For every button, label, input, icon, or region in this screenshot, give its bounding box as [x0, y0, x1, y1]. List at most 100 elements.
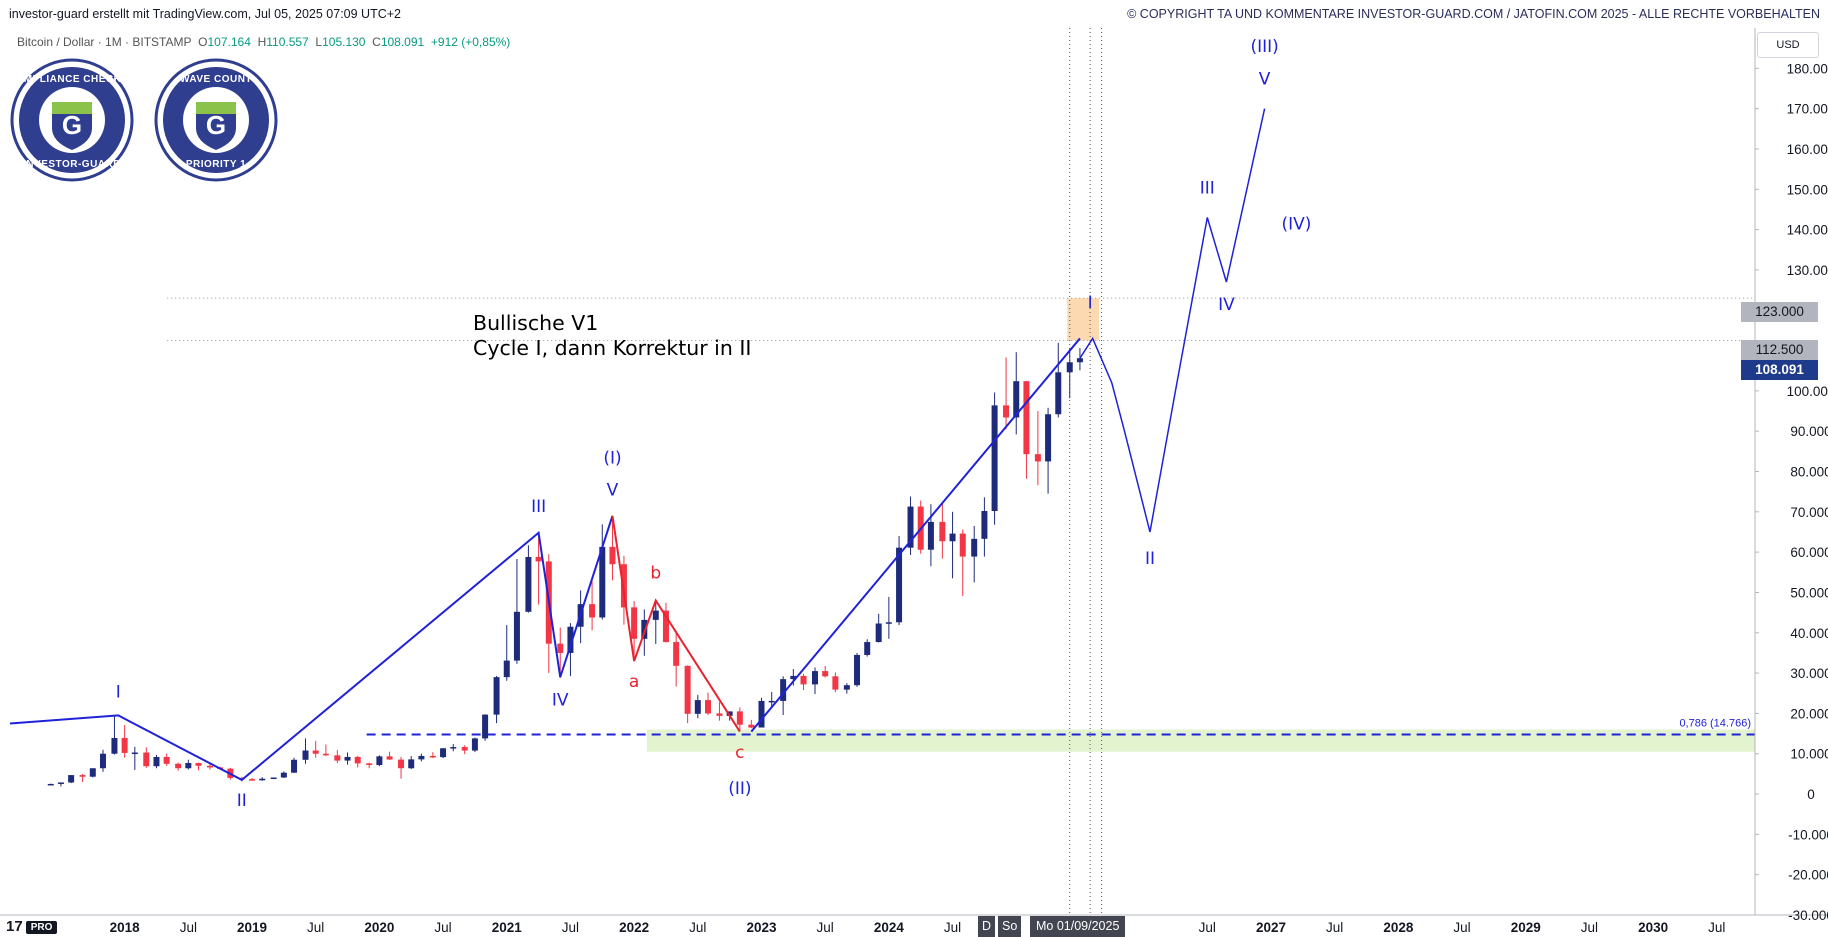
y-tick-label: 160.000 [1787, 142, 1828, 157]
candle-body [1076, 358, 1083, 363]
wave-label: I [116, 682, 121, 702]
x-tick-label: 2030 [1638, 920, 1668, 935]
y-tick-label: -20.000 [1788, 868, 1828, 883]
candle-body [153, 756, 160, 767]
candle-body [482, 714, 489, 739]
candle-body [163, 756, 170, 764]
candle-body [652, 610, 659, 620]
compliance-badge: G COMPLIANCE CHECKED INVESTOR-GUARD [8, 58, 136, 182]
candle-body [736, 711, 743, 725]
candle-body [1023, 381, 1030, 455]
x-tick-label: Jul [434, 920, 451, 935]
high-label: H [257, 35, 267, 49]
candle-body [768, 700, 775, 703]
x-tick-label: Jul [1581, 920, 1598, 935]
wave-line-red [611, 515, 741, 733]
annotation-line-2: Cycle I, dann Korrektur in II [473, 336, 752, 360]
candle-body [249, 779, 256, 781]
candle-body [535, 556, 542, 562]
open-value: 107.164 [207, 35, 251, 49]
low-label: L [315, 35, 323, 49]
badge-top-text: COMPLIANCE CHECKED [8, 74, 136, 85]
x-tick-label: Jul [307, 920, 324, 935]
x-tick-label: Jul [180, 920, 197, 935]
x-tick-label: Jul [1708, 920, 1725, 935]
candle-body [206, 765, 213, 768]
candle-body [800, 675, 807, 685]
candle-body [270, 777, 277, 780]
candle-body [398, 759, 405, 769]
y-tick-label: 40.000 [1790, 626, 1828, 641]
x-tick-label: 2024 [874, 920, 905, 935]
candle-body [949, 533, 956, 542]
wave-label: (IV) [1281, 215, 1311, 235]
wave-label: (III) [1250, 37, 1278, 57]
candle-body [440, 748, 447, 758]
candle-body [376, 756, 383, 766]
candle-body [1034, 454, 1041, 462]
candle-body [758, 700, 765, 728]
x-tick-label: Jul [1453, 920, 1470, 935]
y-tick-label: 10.000 [1790, 747, 1828, 762]
wave-label: II [1145, 549, 1155, 569]
candle-body [57, 782, 64, 784]
copyright-text: © COPYRIGHT TA UND KOMMENTARE INVESTOR-G… [1127, 7, 1820, 21]
wave-label: III [531, 497, 546, 517]
wave-line-blue [750, 337, 1081, 733]
projection-path [1079, 108, 1266, 533]
currency-button[interactable]: USD [1757, 32, 1819, 58]
candle-body [450, 747, 457, 749]
x-tick-label: 2022 [619, 920, 649, 935]
badge-top-text: WAVE COUNT [180, 74, 252, 85]
candle-body [259, 778, 266, 781]
y-tick-label: 30.000 [1790, 666, 1828, 681]
symbol-info: Bitcoin / Dollar · 1M · BITSTAMP O107.16… [17, 35, 510, 49]
y-tick-label: 150.000 [1787, 182, 1828, 197]
wave-label: III [1200, 178, 1215, 198]
wave-label: (II) [728, 779, 751, 799]
wave-label: V [1259, 69, 1271, 89]
candle-body [811, 671, 818, 685]
badge-letter: G [62, 110, 82, 140]
candle-body [832, 676, 839, 690]
y-tick-label: 100.000 [1787, 384, 1828, 399]
badge-bottom-text: PRIORITY 1 [186, 159, 246, 170]
pro-badge: PRO [25, 920, 58, 934]
x-tick-label: 2018 [110, 920, 141, 935]
candle-body [939, 521, 946, 542]
candle-body [662, 610, 669, 643]
date-stub-2: So [998, 916, 1022, 937]
y-tick-label: 140.000 [1787, 223, 1828, 238]
candle-body [1066, 362, 1073, 373]
symbol-name[interactable]: Bitcoin / Dollar · 1M · BITSTAMP [17, 35, 192, 49]
candle-body [461, 747, 468, 751]
candle-body [280, 772, 287, 778]
wave-label: b [650, 563, 661, 583]
y-tick-label: 180.000 [1787, 61, 1828, 76]
x-tick-label: Jul [817, 920, 834, 935]
candle-body [47, 783, 54, 786]
x-tick-label: Jul [1326, 920, 1343, 935]
candle-body [780, 679, 787, 701]
candle-body [291, 759, 298, 773]
wave-label: IV [1218, 295, 1235, 315]
price-label-123000: 123.000 [1741, 302, 1818, 322]
tradingview-logo[interactable]: 17 PRO [6, 918, 58, 935]
wave-label: c [735, 743, 744, 763]
badge-bottom-text: INVESTOR-GUARD [23, 159, 121, 170]
annotation-line-1: Bullische V1 [473, 311, 599, 335]
highlighted-date: Mo 01/09/2025 [1030, 916, 1126, 937]
wave-label: V [607, 481, 619, 501]
candle-body [68, 775, 75, 783]
candle-body [609, 546, 616, 565]
header-bar: investor-guard erstellt mit TradingView.… [0, 0, 1828, 26]
candle-body [567, 626, 574, 653]
candle-body [694, 700, 701, 714]
candle-body [684, 665, 691, 714]
change-value: +912 (+0,85%) [430, 35, 511, 49]
candle-body [513, 611, 520, 661]
candle-body [418, 755, 425, 760]
candle-body [620, 564, 627, 608]
y-tick-label: 170.000 [1787, 102, 1828, 117]
